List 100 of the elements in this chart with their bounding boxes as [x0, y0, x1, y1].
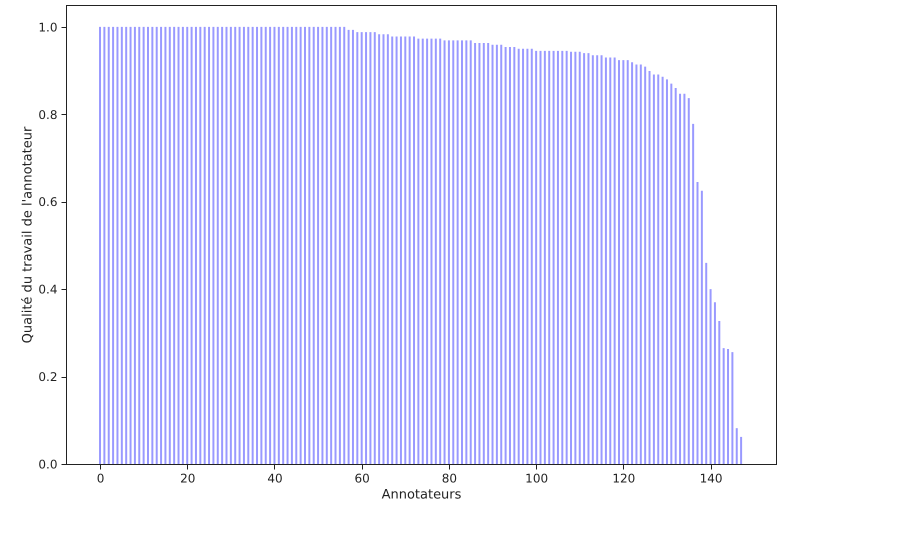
bar — [465, 40, 468, 464]
y-tick-label: 0.0 — [38, 458, 58, 472]
x-tick-label: 0 — [96, 472, 104, 486]
bar — [474, 43, 476, 464]
bar — [103, 26, 106, 464]
bar — [208, 26, 210, 464]
bar — [386, 34, 389, 464]
bar — [470, 40, 472, 464]
bar — [278, 26, 280, 464]
bar — [439, 38, 442, 464]
bar — [300, 26, 302, 464]
bar — [710, 289, 712, 464]
bar — [657, 74, 660, 464]
bar — [286, 26, 289, 464]
bar — [186, 26, 188, 464]
bar — [705, 262, 708, 464]
x-tick-label: 40 — [267, 472, 283, 486]
bar — [478, 43, 480, 464]
bar — [626, 60, 629, 464]
bar — [216, 26, 219, 464]
bar — [330, 26, 332, 464]
y-tick-label: 1.0 — [38, 20, 58, 34]
bar — [492, 44, 494, 464]
bar — [138, 26, 140, 464]
bar — [282, 26, 284, 464]
x-tick-label: 80 — [442, 472, 458, 486]
bar — [452, 40, 454, 464]
bar — [242, 26, 245, 464]
bar — [631, 62, 634, 464]
bar — [718, 321, 720, 464]
bar — [256, 26, 258, 464]
bar — [504, 46, 507, 464]
y-tick-label: 0.8 — [38, 108, 58, 122]
bar — [134, 26, 136, 464]
bar — [518, 48, 520, 464]
bar — [168, 26, 171, 464]
bar — [666, 79, 668, 464]
bar — [365, 32, 368, 464]
bar — [204, 26, 206, 464]
y-tick-label: 0.2 — [38, 370, 58, 384]
bar — [600, 55, 603, 464]
bar — [578, 52, 581, 464]
x-tick-label: 20 — [180, 472, 196, 486]
bar — [456, 40, 459, 464]
bar — [160, 26, 162, 464]
bar — [500, 44, 502, 464]
x-tick-label: 100 — [525, 472, 548, 486]
y-tick-label: 0.4 — [38, 282, 58, 297]
bar — [230, 26, 232, 464]
bar — [417, 38, 420, 464]
bar — [164, 26, 166, 464]
bar — [731, 352, 734, 464]
bar — [273, 26, 276, 464]
bar — [413, 36, 416, 464]
y-axis-title: Qualité du travail de l'annotateur — [20, 126, 36, 344]
bar — [552, 50, 555, 464]
bar — [404, 36, 406, 464]
bar — [482, 43, 485, 464]
bar — [360, 32, 363, 464]
bar — [369, 32, 372, 464]
bar — [548, 50, 550, 464]
bar — [556, 50, 559, 464]
bar — [688, 98, 690, 464]
bar — [460, 40, 463, 464]
bar — [683, 94, 686, 464]
bar — [674, 88, 677, 464]
bar — [544, 50, 546, 464]
bar — [574, 52, 576, 464]
bar — [378, 34, 380, 464]
bar — [670, 84, 672, 464]
bar — [338, 26, 341, 464]
bar — [640, 64, 642, 464]
bar — [391, 36, 394, 464]
bar — [352, 30, 354, 464]
bar — [583, 53, 586, 464]
bar — [604, 57, 607, 464]
x-tick-label: 60 — [354, 472, 370, 486]
bar — [526, 48, 528, 464]
bar — [199, 26, 202, 464]
bar — [264, 26, 267, 464]
bar — [622, 60, 624, 464]
bar — [212, 26, 214, 464]
bar — [530, 48, 533, 464]
bar — [700, 190, 703, 464]
x-axis-title: Annotateurs — [382, 488, 462, 502]
bar — [125, 26, 128, 464]
bar — [426, 38, 428, 464]
bar — [238, 26, 241, 464]
bar — [592, 55, 594, 464]
bar — [295, 26, 298, 464]
bar — [112, 26, 114, 464]
bar — [334, 26, 337, 464]
bar — [182, 26, 184, 464]
bar — [539, 50, 542, 464]
x-tick-label: 120 — [612, 472, 636, 486]
bar — [356, 32, 358, 464]
bar — [308, 26, 310, 464]
bar — [173, 26, 176, 464]
bar — [570, 52, 572, 464]
bar — [326, 26, 328, 464]
